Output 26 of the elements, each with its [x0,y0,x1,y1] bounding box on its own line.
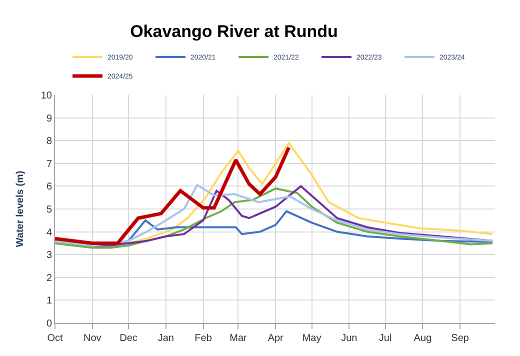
x-tick-label: Jun [341,333,358,344]
y-tick-label: 2 [46,272,52,284]
y-tick-label: 7 [46,158,52,170]
y-tick-label: 0 [46,318,52,330]
y-axis-title: Water levels (m) [14,170,26,248]
x-tick-label: Aug [414,333,432,344]
x-tick-label: Nov [83,333,102,344]
y-tick-label: 8 [46,136,52,148]
line-series [55,146,291,245]
y-tick-label: 3 [46,250,52,262]
x-tick-label: Dec [120,333,138,344]
chart-title: Okavango River at Rundu [130,22,338,41]
x-tick-label: Feb [194,333,212,344]
y-tick-label: 1 [46,296,52,307]
y-tick-label: 4 [46,227,52,238]
x-tick-label: Apr [268,333,284,344]
x-tick-label: Sep [451,333,470,344]
y-tick-label: 10 [40,90,52,102]
x-tick-label: Jul [378,333,392,344]
x-tick-label: May [302,333,322,344]
y-tick-label: 6 [46,182,52,193]
x-tick-label: Oct [47,333,63,344]
y-tick-label: 5 [46,204,52,216]
x-tick-label: Mar [230,333,248,344]
y-tick-label: 9 [46,113,52,124]
x-tick-label: Jan [158,333,174,344]
